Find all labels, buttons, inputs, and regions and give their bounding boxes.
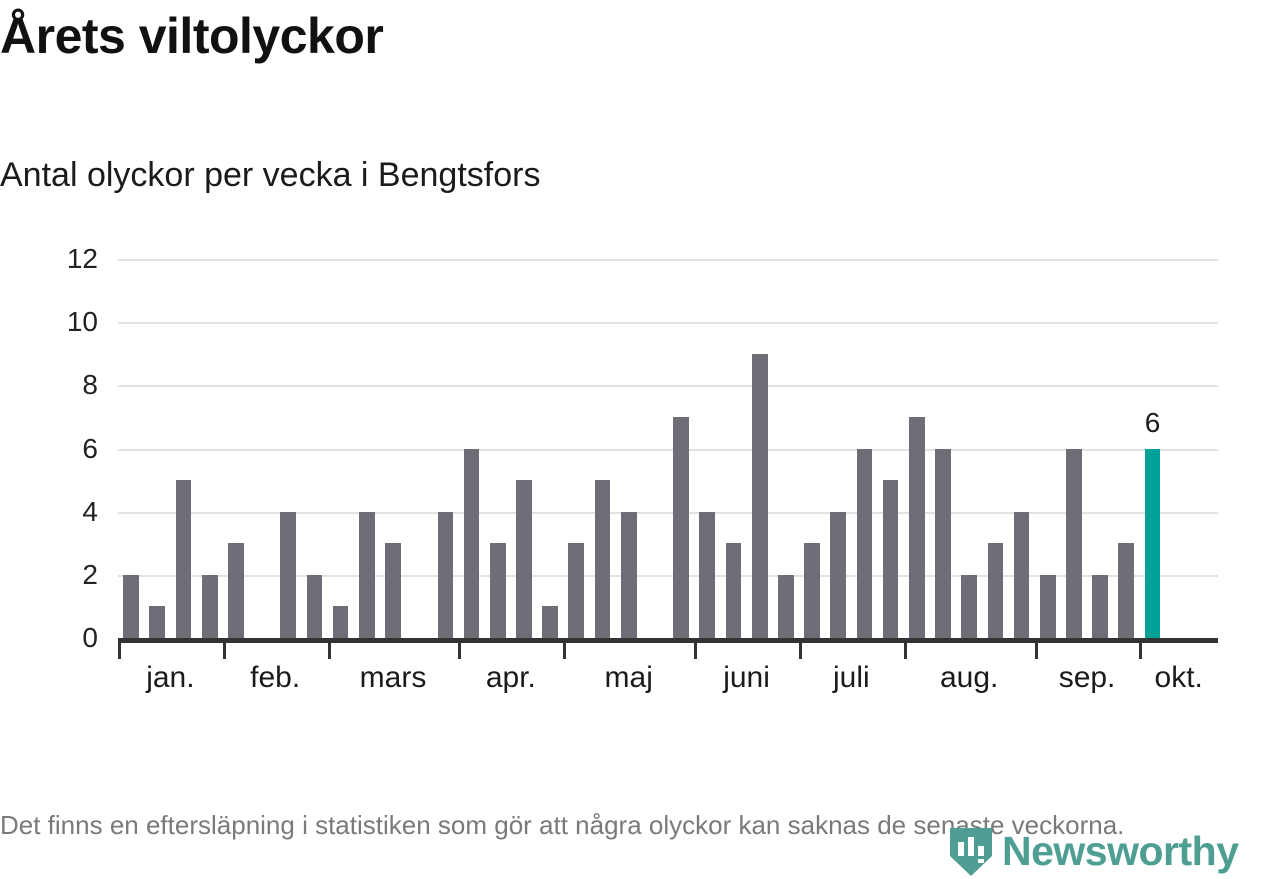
x-axis-tick-label: juli [832,661,870,694]
bar-highlighted [1144,448,1161,638]
bar [201,574,218,638]
bar [489,543,506,638]
bar [961,574,978,638]
gridline [118,511,1218,514]
x-axis-tick-label: sep. [1058,661,1116,694]
gridline [118,385,1218,388]
x-axis-tick-label: okt. [1154,661,1203,694]
bar [516,480,532,638]
gridline [118,322,1218,325]
y-axis-tick-label: 12 [66,243,98,274]
bar [1039,574,1056,638]
footnote: Det finns en eftersläpning i statistiken… [0,810,1125,840]
x-axis-tick-label: maj [604,661,653,694]
bar [1118,543,1135,638]
page-title: Årets viltolyckor [0,8,384,64]
x-axis-tick [458,643,462,659]
x-axis-tick-label: apr. [485,661,536,694]
bar [385,543,401,638]
bar-series [118,259,1218,638]
bar [856,448,873,638]
gridline [118,574,1218,577]
bar [778,574,794,638]
x-axis-line [118,638,1218,643]
bar [673,416,689,638]
bar [175,480,192,638]
y-axis-tick-label: 10 [66,306,98,338]
bar [594,480,611,638]
bar [463,448,480,638]
logo-wordmark: Newsworthy [1002,828,1239,874]
bar [280,511,297,638]
bar [332,606,349,638]
bar [751,353,768,638]
bar [542,606,558,638]
bar [358,511,375,638]
bar [568,543,585,638]
bar [882,480,899,638]
x-axis-tick-label: juni [723,661,770,694]
y-axis-tick-label: 6 [82,432,98,464]
bar [306,574,323,638]
x-axis-tick [222,643,226,659]
x-axis-tick [1139,643,1143,659]
y-axis-tick-label: 4 [82,495,98,527]
x-axis-tick [563,643,567,659]
x-axis-tick-label: mars [359,661,427,694]
gridlines [118,259,1218,638]
bar-value-label: 6 [1144,406,1161,438]
bar [935,448,951,638]
x-axis-tick-label: jan. [146,661,195,694]
gridline [118,259,1218,261]
x-axis-tick [694,643,698,659]
x-axis-tick [903,643,907,659]
x-axis-tick [798,643,802,659]
x-axis-tick [118,643,121,659]
bar [1092,574,1108,638]
bar [620,511,637,638]
bar-chart: 0 2 4 6 8 10 12 jan. feb. mars apr. maj juni juli aug… [0,238,1262,723]
newsworthy-logo: Newsworthy [948,824,1239,879]
bar [123,574,139,638]
x-axis-tick [1034,643,1038,659]
bar [804,543,820,638]
bar [1013,511,1030,638]
y-axis-tick-label: 8 [82,369,98,401]
bar [725,543,742,638]
bar [699,511,716,638]
x-axis-tick-label: aug. [939,661,999,694]
x-axis-tick [327,643,331,659]
newsworthy-shield-barchart-icon [948,826,994,878]
gridline [118,448,1218,451]
bar [908,416,925,638]
bar [149,606,166,638]
bar [437,511,454,638]
y-axis-tick-label: 2 [82,558,98,590]
bar [830,511,847,638]
bar [987,543,1004,638]
bar [1066,448,1082,638]
bar [228,543,244,638]
x-axis-tick-label: feb. [250,661,301,694]
y-axis-tick-label: 0 [82,622,98,653]
chart-subtitle: Antal olyckor per vecka i Bengtsfors [0,156,541,194]
